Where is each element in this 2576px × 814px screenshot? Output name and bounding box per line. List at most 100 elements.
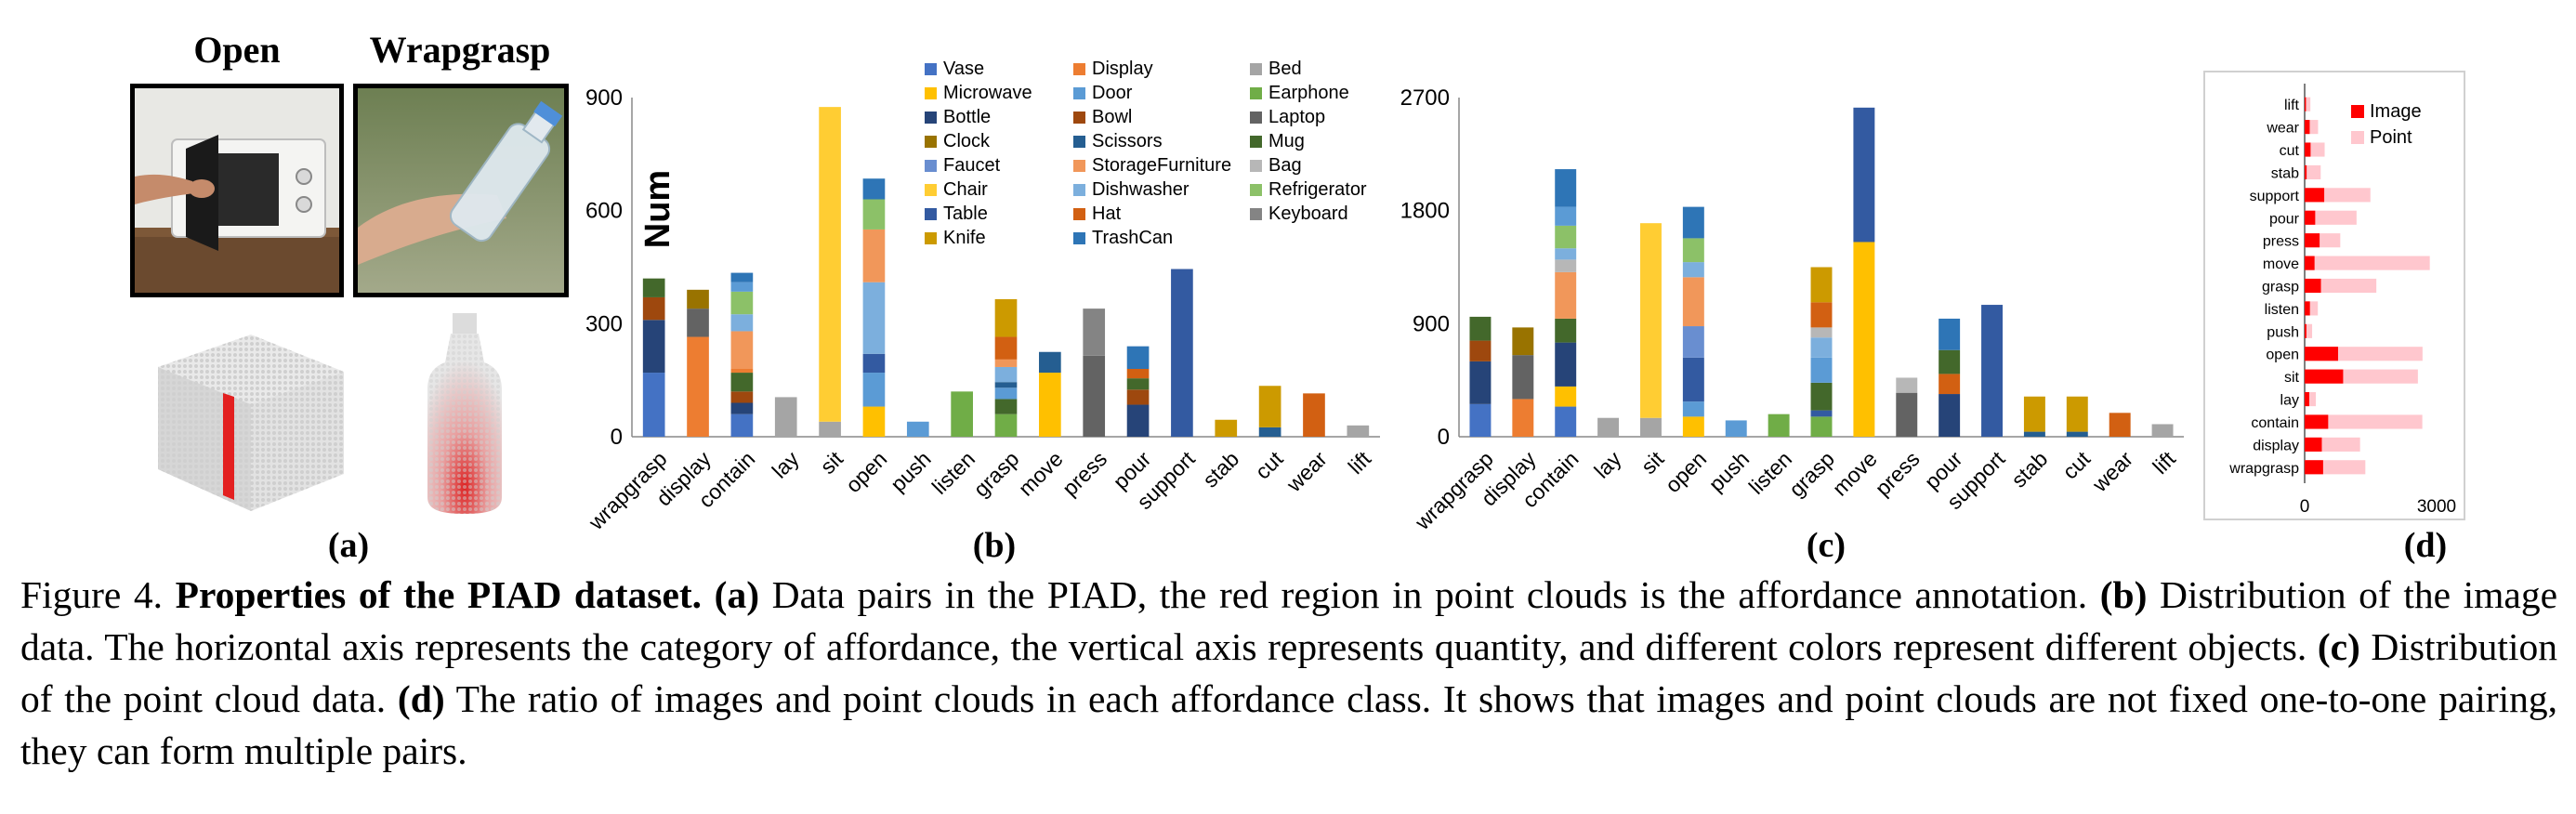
bar-segment xyxy=(1469,403,1492,437)
bar-segment xyxy=(1682,238,1704,263)
bar-segment xyxy=(1810,302,1833,328)
legend-swatch xyxy=(925,184,937,196)
bar-segment xyxy=(1126,404,1150,437)
y-tick-label: wear xyxy=(2266,121,2299,137)
image-bar xyxy=(2305,369,2344,384)
bottle-photo xyxy=(353,84,569,297)
y-tick-label: sit xyxy=(2284,370,2300,386)
y-tick-label: grasp xyxy=(2262,280,2299,295)
bar-segment xyxy=(1725,420,1747,437)
x-tick-label: sit xyxy=(1636,446,1669,479)
y-tick-label: stab xyxy=(2271,165,2299,181)
bar-segment xyxy=(1810,382,1833,411)
bar-segment xyxy=(819,107,841,422)
legend-swatch xyxy=(925,87,937,99)
y-tick-label: 300 xyxy=(585,311,623,336)
y-tick-label: 0 xyxy=(611,425,623,450)
legend-label: Bed xyxy=(1268,59,1302,79)
bar-segment xyxy=(1258,427,1281,437)
bar-segment xyxy=(1126,389,1150,405)
bar-segment xyxy=(1512,399,1534,437)
image-bar xyxy=(2305,437,2322,452)
point-bar xyxy=(2305,278,2377,294)
image-bar xyxy=(2305,301,2310,316)
image-bar xyxy=(2305,460,2323,475)
legend-swatch xyxy=(1073,112,1085,124)
y-tick-label: cut xyxy=(2280,143,2300,159)
x-tick-label: grasp xyxy=(968,447,1023,502)
legend-swatch xyxy=(1073,160,1085,172)
legend-label: StorageFurniture xyxy=(1092,155,1231,176)
point-bar xyxy=(2305,323,2313,338)
legend-swatch xyxy=(2351,131,2364,144)
y-tick-label: pour xyxy=(2269,211,2300,227)
y-tick-label: 600 xyxy=(585,199,623,224)
y-tick-label: 900 xyxy=(585,85,623,111)
caption-a-tag: (a) xyxy=(714,573,760,616)
bar-segment xyxy=(730,391,754,403)
panel-b-label: (b) xyxy=(972,526,1017,565)
legend-label: Door xyxy=(1092,83,1133,103)
x-tick-label: 3000 xyxy=(2417,497,2456,517)
bar-segment xyxy=(1126,346,1150,369)
bar-segment xyxy=(1555,406,1577,437)
y-tick-label: 0 xyxy=(1438,425,1450,450)
bar-segment xyxy=(1810,357,1833,383)
bar-segment xyxy=(1512,355,1534,400)
x-tick-label: press xyxy=(1058,447,1111,501)
point-bar xyxy=(2305,256,2430,270)
bar-segment xyxy=(1810,327,1833,338)
bar-segment xyxy=(687,289,709,309)
caption-c-text: Distribution of the point cloud data. xyxy=(20,625,2557,720)
point-bar xyxy=(2305,414,2423,429)
bar-segment xyxy=(1083,355,1106,437)
bar-segment xyxy=(2066,396,2088,432)
bar-segment xyxy=(1555,206,1577,226)
image-bar xyxy=(2305,188,2325,203)
bar-segment xyxy=(1258,386,1281,427)
x-tick-label: stab xyxy=(1198,447,1243,492)
caption-c-tag: (c) xyxy=(2317,625,2360,668)
image-bar xyxy=(2305,97,2307,112)
x-tick-label: wear xyxy=(2087,446,2138,497)
bar-segment xyxy=(994,399,1018,414)
bar-segment xyxy=(1555,248,1577,260)
point-bar xyxy=(2305,210,2357,225)
x-tick-label: move xyxy=(1014,447,1068,501)
panel-a-title-wrapgrasp: Wrapgrasp xyxy=(369,29,551,71)
bar-segment xyxy=(1347,425,1370,437)
image-bar xyxy=(2305,142,2311,157)
x-tick-label: lay xyxy=(1589,446,1626,483)
y-tick-label: 900 xyxy=(1413,311,1450,336)
microwave-photo xyxy=(130,84,344,297)
bar-segment xyxy=(1896,377,1918,393)
bar-segment xyxy=(1810,337,1833,358)
legend-swatch xyxy=(1073,63,1085,75)
x-tick-label: move xyxy=(1828,447,1882,501)
bar-segment xyxy=(1126,369,1150,379)
image-bar xyxy=(2305,233,2320,248)
bar-segment xyxy=(1682,326,1704,358)
x-tick-label: press xyxy=(1871,447,1925,501)
legend-label: Image xyxy=(2370,101,2422,122)
image-bar xyxy=(2305,210,2316,225)
y-tick-label: move xyxy=(2263,256,2299,272)
y-tick-label: lift xyxy=(2284,98,2300,113)
legend-label: Keyboard xyxy=(1268,204,1348,224)
x-tick-label: push xyxy=(886,447,936,497)
bar-segment xyxy=(862,282,886,354)
bar-segment xyxy=(730,369,754,374)
x-tick-label: open xyxy=(1661,447,1712,498)
bar-segment xyxy=(1126,378,1150,390)
legend-swatch xyxy=(925,232,937,244)
legend-label: Display xyxy=(1092,59,1153,79)
image-bar xyxy=(2305,347,2338,361)
caption-a-text: Data pairs in the PIAD, the red region i… xyxy=(759,573,2100,616)
legend-label: Hat xyxy=(1092,204,1122,224)
x-tick-label: push xyxy=(1704,447,1755,497)
bar-segment xyxy=(1853,107,1875,243)
bar-segment xyxy=(2151,424,2174,437)
bar-segment xyxy=(687,336,709,437)
bar-segment xyxy=(1640,417,1662,437)
